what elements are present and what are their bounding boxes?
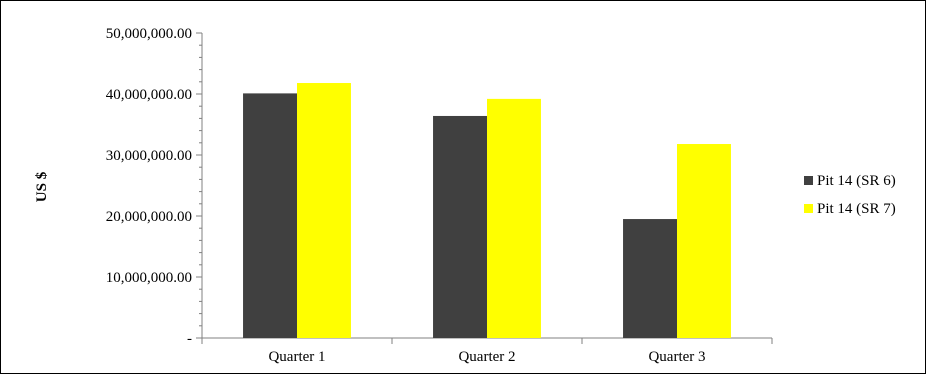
legend-swatch — [804, 204, 813, 213]
x-tick-label: Quarter 3 — [648, 349, 705, 365]
y-tick-label: - — [187, 331, 192, 347]
x-tick-label: Quarter 1 — [268, 349, 325, 365]
bar-1-2 — [433, 115, 487, 339]
y-axis-title: US $ — [34, 171, 50, 202]
bar-1-3 — [623, 219, 677, 338]
bars — [243, 83, 731, 339]
y-axis: - 10,000,000.00 20,000,000.00 30,000,000.00… — [106, 26, 203, 347]
y-tick-label: 10,000,000.00 — [106, 270, 192, 286]
bar-2-2 — [487, 98, 541, 338]
bar-2-3 — [677, 144, 731, 338]
legend-swatch — [804, 176, 813, 185]
x-axis: Quarter 1 Quarter 2 Quarter 3 — [201, 337, 773, 365]
y-tick-label: 30,000,000.00 — [106, 148, 192, 164]
y-axis-title-group: US $ — [34, 171, 50, 202]
y-tick-label: 40,000,000.00 — [106, 87, 192, 103]
legend-label: Pit 14 (SR 6) — [817, 173, 896, 189]
y-tick-label: 20,000,000.00 — [106, 209, 192, 225]
x-tick-label: Quarter 2 — [458, 349, 515, 365]
legend: Pit 14 (SR 6) Pit 14 (SR 7) — [804, 173, 896, 217]
legend-label: Pit 14 (SR 7) — [817, 201, 896, 217]
bar-2-1 — [297, 83, 351, 339]
y-tick-label: 50,000,000.00 — [106, 26, 192, 42]
bar-1-1 — [243, 93, 297, 338]
